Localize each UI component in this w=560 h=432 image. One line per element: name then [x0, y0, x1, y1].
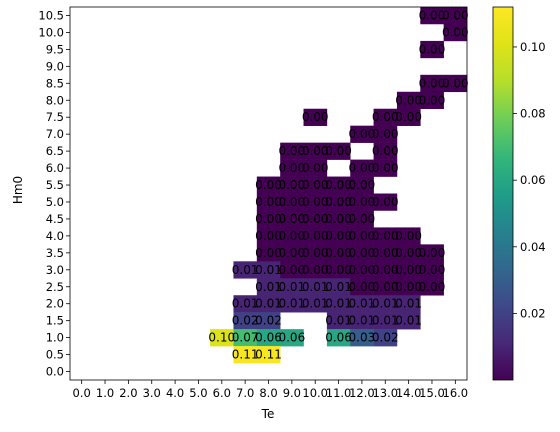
x-tick-label: 10.0 — [302, 386, 328, 400]
cell-value-label: 0.00 — [349, 178, 376, 192]
y-tick-label: 10.0 — [38, 25, 64, 39]
cell-value-label: 0.00 — [349, 212, 376, 226]
y-tick-label: 10.5 — [38, 8, 64, 22]
y-tick-label: 2.5 — [46, 280, 64, 294]
x-tick-label: 13.0 — [372, 386, 398, 400]
cell-value-label: 0.02 — [372, 331, 399, 345]
colorbar-tick-label: 0.04 — [520, 240, 546, 254]
cell-value-label: 0.00 — [419, 42, 446, 56]
x-tick-label: 8.0 — [259, 386, 277, 400]
y-tick-label: 7.0 — [46, 127, 64, 141]
y-tick-label: 0.0 — [46, 365, 64, 379]
x-tick-label: 5.0 — [189, 386, 207, 400]
y-tick-label: 3.0 — [46, 263, 64, 277]
x-tick-label: 12.0 — [349, 386, 375, 400]
colorbar-tick-label: 0.06 — [520, 173, 546, 187]
y-tick-label: 6.5 — [46, 144, 64, 158]
cell-value-label: 0.00 — [302, 161, 329, 175]
x-tick-label: 2.0 — [119, 386, 137, 400]
cell-value-label: 0.00 — [325, 144, 352, 158]
colorbar-tick-label: 0.08 — [520, 107, 546, 121]
y-tick-label: 8.0 — [46, 93, 64, 107]
x-tick-label: 0.0 — [73, 386, 91, 400]
y-tick-label: 2.0 — [46, 297, 64, 311]
x-tick-label: 16.0 — [443, 386, 469, 400]
x-tick-label: 3.0 — [143, 386, 161, 400]
cell-value-label: 0.01 — [395, 297, 422, 311]
x-tick-label: 7.0 — [236, 386, 254, 400]
x-tick-label: 1.0 — [96, 386, 114, 400]
cell-value-label: 0.11 — [255, 348, 282, 362]
colorbar: 0.02 0.04 0.06 0.08 0.10 — [493, 7, 546, 380]
colorbar-tick-label: 0.02 — [520, 306, 546, 320]
x-tick-label: 15.0 — [419, 386, 445, 400]
x-tick-label: 9.0 — [283, 386, 301, 400]
x-tick-label: 14.0 — [396, 386, 422, 400]
y-tick-label: 4.0 — [46, 229, 64, 243]
x-tick-label: 6.0 — [213, 386, 231, 400]
y-tick-label: 9.5 — [46, 42, 64, 56]
cell-value-label: 0.00 — [302, 110, 329, 124]
y-tick-label: 5.5 — [46, 178, 64, 192]
y-tick-label: 1.5 — [46, 314, 64, 328]
cell-value-label: 0.00 — [442, 25, 469, 39]
cell-value-label: 0.00 — [419, 280, 446, 294]
y-tick-label: 1.0 — [46, 331, 64, 345]
cell-value-label: 0.00 — [372, 161, 399, 175]
y-tick-label: 3.5 — [46, 246, 64, 260]
cell-value-label: 0.06 — [278, 331, 305, 345]
colorbar-gradient — [493, 7, 513, 380]
cell-value-label: 0.00 — [372, 127, 399, 141]
y-tick-label: 5.0 — [46, 195, 64, 209]
cell-value-label: 0.00 — [372, 195, 399, 209]
cell-value-label: 0.00 — [419, 93, 446, 107]
colorbar-tick-label: 0.10 — [520, 40, 546, 54]
cell-value-label: 0.00 — [372, 144, 399, 158]
cell-value-label: 0.00 — [442, 8, 469, 22]
y-tick-label: 6.0 — [46, 161, 64, 175]
cell-value-label: 0.00 — [442, 76, 469, 90]
y-tick-label: 8.5 — [46, 76, 64, 90]
x-tick-label: 11.0 — [326, 386, 352, 400]
cell-value-label: 0.02 — [255, 314, 282, 328]
cell-value-label: 0.01 — [395, 314, 422, 328]
cell-value-label: 0.00 — [395, 110, 422, 124]
cell-value-label: 0.00 — [395, 229, 422, 243]
x-tick-label: 4.0 — [166, 386, 184, 400]
y-axis-label: Hm0 — [11, 176, 25, 204]
y-tick-label: 9.0 — [46, 59, 64, 73]
y-tick-label: 0.5 — [46, 348, 64, 362]
cell-value-label: 0.00 — [419, 263, 446, 277]
y-tick-label: 4.5 — [46, 212, 64, 226]
y-tick-label: 7.5 — [46, 110, 64, 124]
x-axis-label: Te — [261, 407, 275, 421]
cell-value-label: 0.00 — [419, 246, 446, 260]
